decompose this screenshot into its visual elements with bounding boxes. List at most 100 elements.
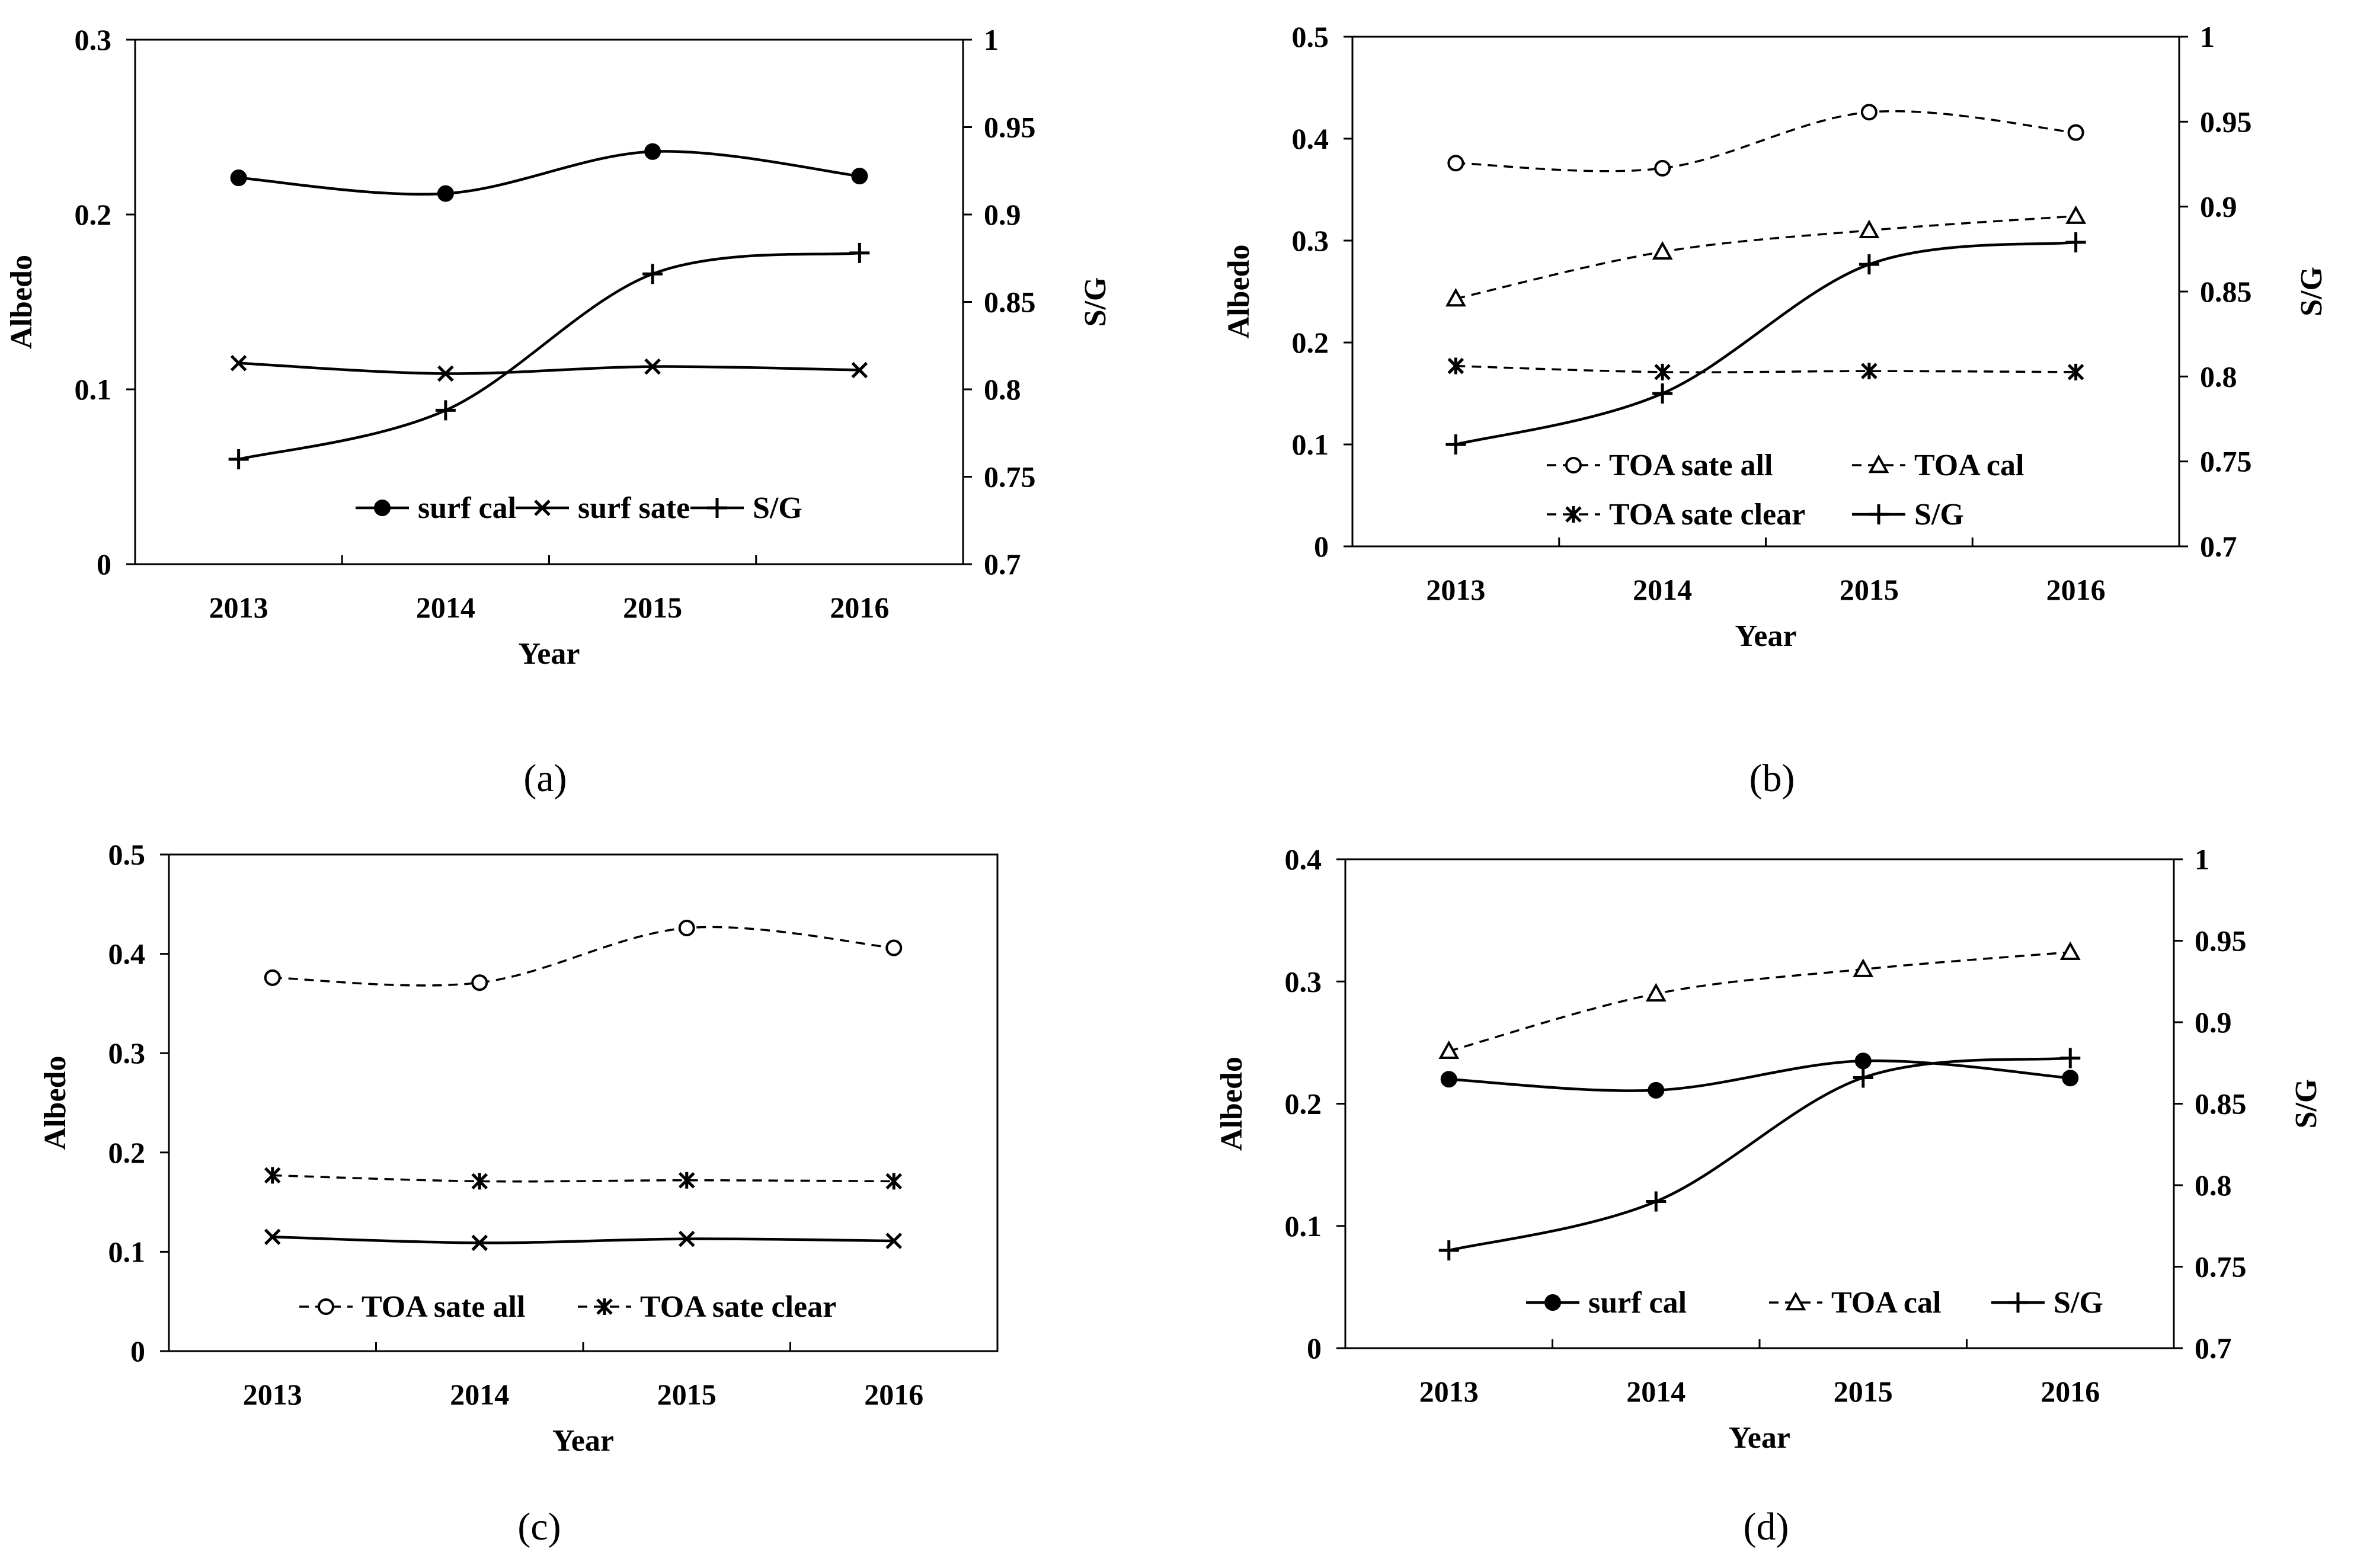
- legend-item: TOA sate all: [1547, 449, 1773, 482]
- legend-item: S/G: [1852, 498, 1964, 532]
- legend-marker: [318, 1298, 334, 1315]
- y-tick-label: 0.3: [75, 23, 112, 56]
- panel-c-plot: 2013 2014 2015 2016 Year 0 0.1 0.2 0.3 0.4 0.5 Albe…: [39, 838, 999, 1458]
- y2-axis-label: S/G: [2295, 267, 2329, 316]
- y2-tick-label: 0.7: [2195, 1332, 2232, 1365]
- legend-marker: [374, 500, 391, 516]
- panel-b: 2013 2014 2015 2016 Year 0 0.1 0.2 0.3 0.4 0.5 Albe…: [1222, 20, 2329, 800]
- data-point: [1445, 434, 1466, 455]
- series-toa-sate-clear: [264, 1167, 903, 1190]
- x-axis-label: Year: [519, 637, 580, 671]
- legend: surf cal TOA cal S/G: [1526, 1286, 2103, 1320]
- data-point: [2065, 205, 2087, 224]
- y-tick-label: 0: [130, 1335, 145, 1368]
- series-toa-sate-all: [264, 920, 903, 991]
- data-point: [1853, 1067, 1873, 1088]
- series-surf-sate: [230, 354, 868, 382]
- data-point: [1646, 1191, 1667, 1212]
- legend-item: TOA cal: [1769, 1286, 1941, 1320]
- legend-marker: [596, 1298, 613, 1315]
- x-axis-label: Year: [552, 1424, 614, 1458]
- y2-tick-label: 0.9: [2200, 190, 2237, 223]
- y-axis-label: Albedo: [5, 255, 39, 349]
- legend-label: TOA sate all: [1609, 449, 1773, 482]
- legend-marker: [1868, 454, 1889, 473]
- panel-a: 2013 2014 2015 2016 Year 0 0.1 0.2 0.3 Albedo 0.7 0…: [5, 23, 1112, 800]
- y2-tick-label: 0.85: [2200, 275, 2252, 308]
- series-line: [1455, 215, 2076, 300]
- series-line: [272, 1174, 894, 1183]
- data-point: [1853, 958, 1874, 977]
- panel-a-caption: (a): [523, 757, 567, 800]
- y2-tick-label: 0.7: [984, 548, 1021, 581]
- legend-marker: [1869, 504, 1889, 524]
- y2-tick-label: 0.75: [984, 460, 1036, 494]
- data-point: [1447, 155, 1464, 172]
- data-point: [644, 358, 661, 375]
- y2-axis-label: S/G: [1079, 277, 1112, 327]
- panel-b-plot: 2013 2014 2015 2016 Year 0 0.1 0.2 0.3 0.4 0.5 Albe…: [1222, 20, 2329, 653]
- panel-c-caption: (c): [517, 1505, 561, 1548]
- y2-tick-label: 0.95: [2195, 924, 2247, 958]
- series-line: [272, 926, 894, 987]
- series-line: [1448, 1057, 2071, 1252]
- y2-tick-label: 0.8: [2200, 360, 2237, 393]
- legend-label: S/G: [1914, 498, 1964, 532]
- legend-item: TOA cal: [1852, 449, 2024, 482]
- legend-label: TOA sate clear: [1609, 498, 1805, 532]
- y-tick-label: 0.2: [108, 1136, 146, 1169]
- y-tick-label: 0: [1307, 1332, 1322, 1365]
- x-tick-label: 2016: [2046, 573, 2106, 606]
- data-point: [1652, 241, 1673, 260]
- data-point: [471, 974, 488, 991]
- x-tick-label: 2016: [2040, 1375, 2100, 1408]
- legend-item: TOA sate clear: [1547, 498, 1805, 532]
- data-point: [264, 1167, 281, 1184]
- data-point: [851, 168, 868, 185]
- data-point: [471, 1173, 488, 1190]
- data-point: [678, 1230, 695, 1247]
- panel-a-plot: 2013 2014 2015 2016 Year 0 0.1 0.2 0.3 Albedo 0.7 0…: [5, 23, 1112, 671]
- y-axis-label: Albedo: [1215, 1057, 1249, 1151]
- legend: surf cal surf sate S/G: [356, 491, 802, 525]
- legend-label: surf sate: [578, 491, 690, 525]
- data-point: [678, 1172, 695, 1189]
- series-surf-cal: [230, 143, 868, 202]
- data-point: [2060, 1048, 2081, 1068]
- data-point: [435, 400, 456, 421]
- data-point: [1440, 1071, 1457, 1088]
- data-point: [1654, 363, 1671, 380]
- x-tick-label: 2014: [1633, 573, 1692, 606]
- data-point: [1654, 159, 1671, 177]
- y-tick-label: 0: [97, 548, 111, 581]
- y2-tick-label: 0.85: [984, 286, 1036, 319]
- data-point: [1860, 104, 1878, 121]
- y-tick-label: 0: [1314, 530, 1329, 563]
- series-toa-cal: [1438, 941, 2081, 1060]
- legend-label: S/G: [753, 491, 802, 525]
- data-point: [1645, 983, 1667, 1002]
- data-point: [849, 242, 870, 263]
- y2-tick-label: 1: [984, 23, 999, 56]
- data-point: [1861, 363, 1878, 380]
- data-point: [1854, 1052, 1872, 1070]
- legend-item: S/G: [690, 491, 802, 525]
- x-tick-label: 2015: [1840, 573, 1899, 606]
- legend-item: S/G: [1991, 1286, 2103, 1320]
- legend-marker: [1785, 1291, 1806, 1311]
- data-point: [228, 449, 249, 469]
- y2-tick-label: 0.75: [2195, 1250, 2247, 1284]
- x-tick-label: 2013: [1426, 573, 1485, 606]
- series-toa-cal: [1445, 205, 2087, 307]
- legend-item: surf sate: [516, 491, 690, 525]
- y-tick-label: 0.1: [75, 373, 112, 406]
- x-tick-label: 2016: [830, 591, 889, 624]
- series-line: [1456, 110, 2076, 172]
- panel-d: 2013 2014 2015 2016 Year 0 0.1 0.2 0.3 0.4 Albedo 0…: [1215, 843, 2323, 1548]
- legend-marker: [1544, 1294, 1561, 1311]
- x-tick-label: 2014: [1626, 1375, 1685, 1408]
- y2-tick-label: 0.95: [2200, 105, 2252, 138]
- data-point: [2067, 363, 2084, 380]
- y2-tick-label: 0.75: [2200, 445, 2252, 478]
- y2-tick-label: 0.7: [2200, 530, 2237, 563]
